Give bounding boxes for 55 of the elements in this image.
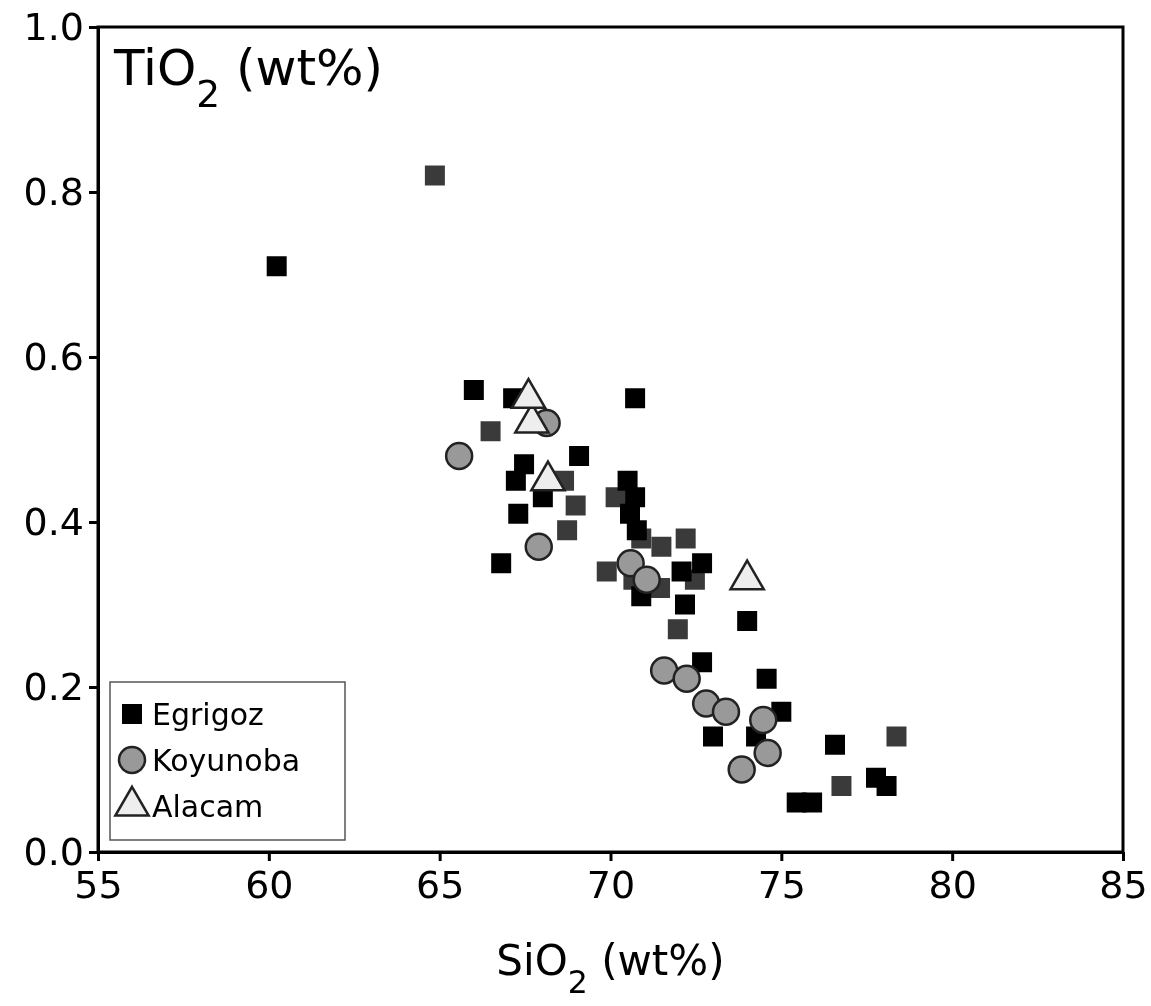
point bbox=[692, 652, 713, 673]
point bbox=[737, 611, 758, 631]
point bbox=[424, 165, 445, 186]
point bbox=[463, 380, 484, 400]
point bbox=[625, 388, 646, 409]
x-tick-label: 75 bbox=[757, 863, 807, 908]
point bbox=[565, 495, 586, 516]
point bbox=[675, 528, 696, 549]
point bbox=[651, 536, 672, 557]
point bbox=[753, 738, 782, 768]
y-tick-label: 0.6 bbox=[23, 334, 84, 379]
point bbox=[266, 256, 287, 277]
point bbox=[802, 792, 823, 813]
legend-label: Alacam bbox=[152, 788, 264, 824]
point bbox=[831, 776, 852, 796]
point bbox=[727, 755, 756, 784]
point bbox=[514, 454, 535, 475]
point bbox=[649, 656, 679, 685]
point bbox=[444, 441, 474, 471]
x-tick-label: 60 bbox=[245, 863, 294, 908]
point bbox=[692, 553, 713, 574]
point bbox=[703, 726, 723, 747]
point bbox=[524, 532, 553, 561]
x-axis-title: SiO$_{2}$ (wt%) bbox=[496, 936, 725, 1000]
y-tick-label: 0.2 bbox=[23, 664, 84, 709]
point bbox=[671, 561, 692, 582]
y-axis-title: TiO$_{2}$ (wt%) bbox=[113, 39, 384, 116]
point bbox=[491, 553, 512, 574]
x-tick-label: 80 bbox=[928, 863, 977, 908]
point bbox=[672, 664, 701, 693]
point bbox=[632, 565, 661, 594]
point bbox=[667, 619, 688, 640]
y-tick-label: 1.0 bbox=[23, 4, 84, 49]
point bbox=[876, 776, 897, 796]
point bbox=[616, 549, 645, 578]
point bbox=[756, 668, 777, 689]
point bbox=[508, 503, 529, 524]
point bbox=[674, 594, 695, 615]
legend-label: Koyunoba bbox=[152, 742, 301, 778]
x-tick-label: 65 bbox=[415, 863, 465, 908]
y-tick-label: 0.8 bbox=[23, 169, 84, 214]
point bbox=[824, 734, 845, 755]
point bbox=[480, 421, 501, 442]
point bbox=[505, 470, 526, 491]
point bbox=[596, 561, 617, 582]
point bbox=[886, 726, 907, 747]
point bbox=[711, 697, 741, 726]
point bbox=[557, 520, 578, 541]
x-tick-label: 85 bbox=[1099, 863, 1148, 908]
x-tick-label: 70 bbox=[586, 863, 636, 908]
point bbox=[569, 446, 590, 466]
point bbox=[626, 520, 647, 541]
point bbox=[748, 705, 778, 735]
y-tick-label: 0.4 bbox=[23, 499, 84, 544]
legend-label: Egrigoz bbox=[152, 696, 264, 732]
